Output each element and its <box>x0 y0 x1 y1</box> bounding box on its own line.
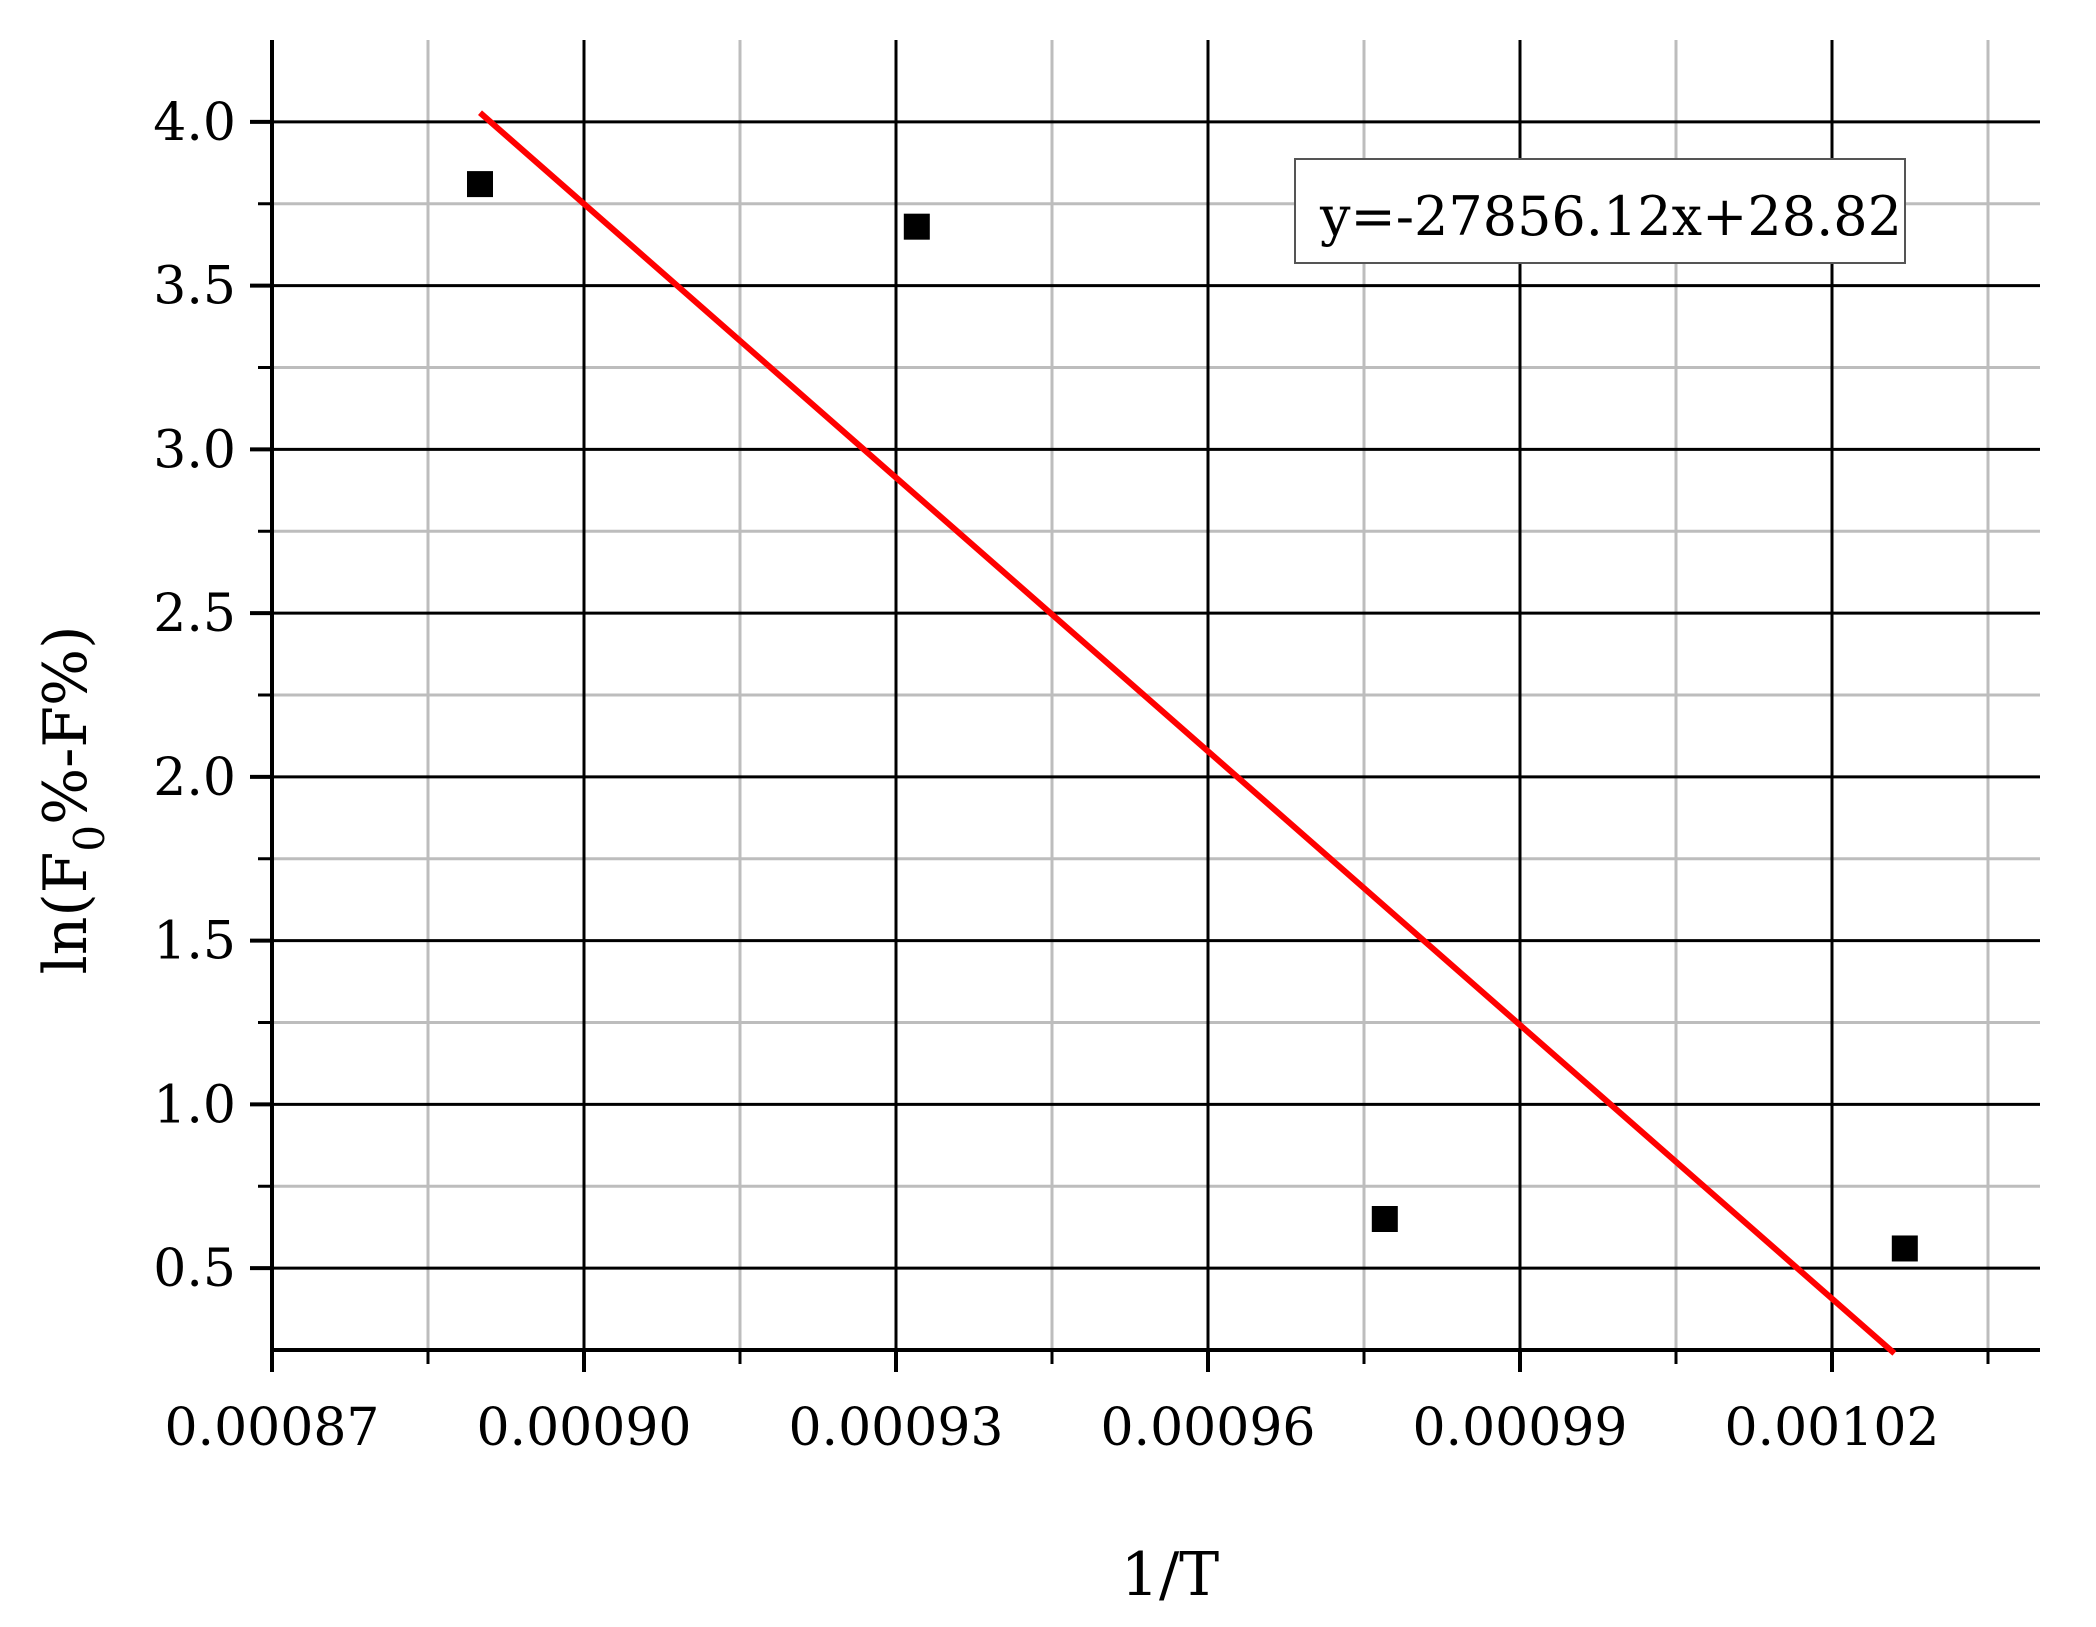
y-axis-title: ln(F0%-F%) <box>31 626 114 975</box>
y-axis-title-subscript: 0 <box>65 825 114 852</box>
equation-box-frame <box>1294 158 1906 264</box>
y-axis-title-base: ln(F <box>31 852 101 975</box>
y-tick-label: 3.0 <box>153 420 236 480</box>
x-tick-label: 0.00093 <box>788 1398 1003 1458</box>
x-tick-label: 0.00102 <box>1724 1398 1939 1458</box>
y-tick-label: 3.5 <box>153 257 236 317</box>
tick-marks <box>250 119 1990 1372</box>
y-tick-label: 2.0 <box>153 748 236 808</box>
x-tick-labels: 0.00087 0.00090 0.00093 0.00096 0.00099 0.001… <box>164 1398 1939 1458</box>
y-tick-label: 2.5 <box>153 584 236 644</box>
y-tick-label: 0.5 <box>153 1239 236 1299</box>
y-tick-label: 4.0 <box>153 93 236 153</box>
x-tick-label: 0.00099 <box>1412 1398 1627 1458</box>
y-axis-title-rest: %-F%) <box>31 626 101 825</box>
equation-label: y=-27856.12x+28.82 <box>1319 185 1902 248</box>
x-axis-title: 1/T <box>1121 1540 1219 1610</box>
x-tick-label: 0.00090 <box>476 1398 691 1458</box>
x-tick-label: 0.00096 <box>1100 1398 1315 1458</box>
fit-line-group <box>478 110 1897 1356</box>
major-gridlines <box>272 40 2040 1350</box>
data-point <box>1891 1235 1918 1262</box>
data-point <box>467 171 493 198</box>
y-tick-labels: 0.5 1.0 1.5 2.0 2.5 3.0 3.5 4.0 <box>153 93 236 1299</box>
y-tick-label: 1.5 <box>153 912 236 972</box>
x-tick-label: 0.00087 <box>164 1398 379 1458</box>
data-point <box>903 213 930 240</box>
data-point <box>1371 1206 1398 1232</box>
data-points <box>467 171 1918 1262</box>
fit-line <box>478 110 1897 1356</box>
equation-box: y=-27856.12x+28.82 <box>1294 158 1906 264</box>
y-tick-label: 1.0 <box>153 1075 236 1135</box>
